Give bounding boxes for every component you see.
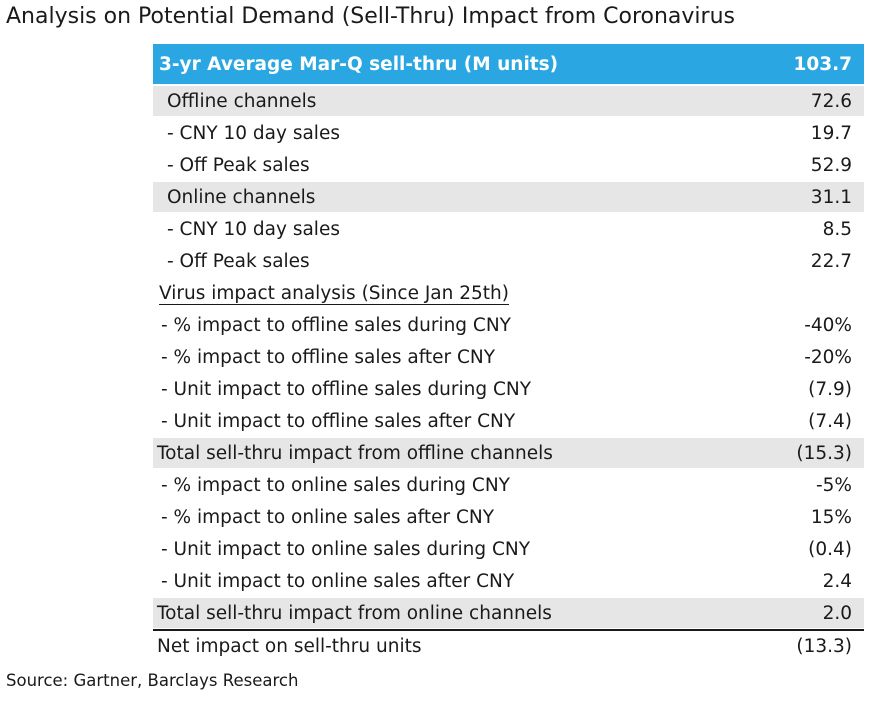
row-label: - CNY 10 day sales [167, 122, 340, 144]
table-row: - Unit impact to offline sales during CN… [153, 373, 864, 405]
table-row-total-online: Total sell-thru impact from online chann… [153, 598, 864, 628]
table-row: - Unit impact to offline sales after CNY… [153, 405, 864, 437]
table-row: - % impact to online sales during CNY -5… [153, 469, 864, 501]
row-value: (7.9) [808, 378, 852, 400]
row-value: 19.7 [810, 122, 852, 144]
row-value: 2.4 [822, 570, 852, 592]
row-label: Total sell-thru impact from online chann… [157, 602, 552, 624]
row-label: - % impact to online sales during CNY [161, 474, 510, 496]
section-heading-label: Virus impact analysis (Since Jan 25th) [153, 282, 509, 305]
row-value: 72.6 [810, 90, 852, 112]
row-label: - % impact to offline sales after CNY [161, 346, 496, 368]
row-label: Offline channels [167, 90, 317, 112]
table-header-row: 3-yr Average Mar-Q sell-thru (M units) 1… [153, 44, 864, 84]
row-value: 52.9 [810, 154, 852, 176]
table-row: - Unit impact to online sales after CNY … [153, 565, 864, 597]
row-value: 15% [810, 506, 852, 528]
table-row: - CNY 10 day sales 19.7 [153, 117, 864, 149]
row-value: (0.4) [808, 538, 852, 560]
row-label: - % impact to online sales after CNY [161, 506, 495, 528]
table-row: - % impact to offline sales during CNY -… [153, 309, 864, 341]
page-title: Analysis on Potential Demand (Sell-Thru)… [6, 4, 735, 29]
table-row: - Off Peak sales 22.7 [153, 245, 864, 277]
table-row: - % impact to online sales after CNY 15% [153, 501, 864, 533]
table-row-offline-channels: Offline channels 72.6 [153, 86, 864, 116]
row-label: Total sell-thru impact from offline chan… [157, 442, 553, 464]
row-value: 2.0 [822, 602, 852, 624]
row-label: - Unit impact to online sales after CNY [161, 570, 515, 592]
row-value: -5% [815, 474, 852, 496]
section-heading-text: Virus impact analysis (Since Jan 25th) [159, 282, 509, 305]
row-label: - Unit impact to online sales during CNY [161, 538, 531, 560]
section-heading-virus-impact: Virus impact analysis (Since Jan 25th) [153, 277, 864, 309]
header-value: 103.7 [793, 53, 852, 75]
row-value: 22.7 [810, 250, 852, 272]
header-label: 3-yr Average Mar-Q sell-thru (M units) [159, 53, 559, 75]
row-label: - Unit impact to offline sales during CN… [161, 378, 532, 400]
row-label: - Off Peak sales [167, 250, 310, 272]
table-row-total-offline: Total sell-thru impact from offline chan… [153, 438, 864, 468]
row-value: (7.4) [808, 410, 852, 432]
source-note: Source: Gartner, Barclays Research [6, 671, 299, 690]
row-label: Online channels [167, 186, 316, 208]
table-row: - Unit impact to online sales during CNY… [153, 533, 864, 565]
row-label: - Off Peak sales [167, 154, 310, 176]
table-row: - % impact to offline sales after CNY -2… [153, 341, 864, 373]
row-value: (15.3) [796, 442, 852, 464]
sell-thru-table: 3-yr Average Mar-Q sell-thru (M units) 1… [153, 44, 864, 662]
row-label: - CNY 10 day sales [167, 218, 340, 240]
row-value: -40% [804, 314, 852, 336]
row-value: 31.1 [810, 186, 852, 208]
row-value: 8.5 [822, 218, 852, 240]
table-row-net-impact: Net impact on sell-thru units (13.3) [153, 629, 864, 662]
row-value: (13.3) [796, 636, 852, 657]
table-row: - CNY 10 day sales 8.5 [153, 213, 864, 245]
row-value: -20% [804, 346, 852, 368]
row-label: - Unit impact to offline sales after CNY [161, 410, 516, 432]
table-row-online-channels: Online channels 31.1 [153, 182, 864, 212]
row-label: Net impact on sell-thru units [157, 636, 422, 657]
table-row: - Off Peak sales 52.9 [153, 149, 864, 181]
row-label: - % impact to offline sales during CNY [161, 314, 511, 336]
